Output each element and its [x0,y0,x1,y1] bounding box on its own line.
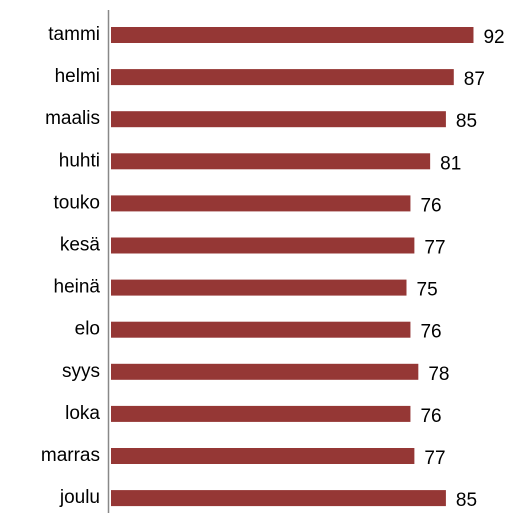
category-label: huhti [59,150,100,171]
value-label: 85 [456,111,477,132]
bar [111,279,407,296]
category-label: loka [65,403,100,424]
category-label: kesä [60,235,101,256]
bar [111,363,419,380]
category-label: maalis [45,108,100,129]
bar [111,111,446,128]
category-label: heinä [54,277,101,298]
bar [111,405,411,422]
value-label: 92 [483,27,504,48]
bar [111,27,474,43]
value-label: 87 [464,69,485,90]
value-label: 75 [417,280,438,301]
category-label: tammi [48,24,100,45]
category-label: touko [54,192,100,213]
bar [111,490,446,507]
value-label: 77 [424,238,445,259]
value-label: 76 [420,195,441,216]
bar [111,448,415,464]
value-label: 77 [424,448,445,469]
category-label: helmi [55,66,100,87]
bar [111,237,415,254]
bar [111,195,411,212]
value-label: 85 [456,490,477,511]
value-label: 78 [428,364,449,385]
bar [111,153,431,170]
category-label: elo [75,319,100,340]
category-label: joulu [59,487,100,508]
category-label: marras [41,445,100,466]
value-label: 76 [420,406,441,427]
category-label: syys [62,361,100,382]
bar [111,321,411,338]
value-label: 76 [420,322,441,343]
bar [111,69,454,86]
value-label: 81 [440,153,461,174]
